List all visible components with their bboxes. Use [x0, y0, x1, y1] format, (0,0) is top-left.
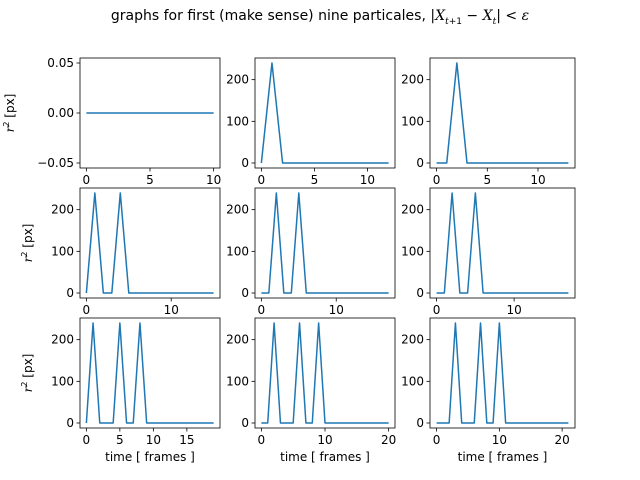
y-tick-label: −0.05: [37, 156, 74, 170]
x-tick-label: 0: [83, 173, 91, 187]
x-axis-label: time [ frames ]: [458, 450, 548, 464]
figure-title-text: graphs for first (make sense) nine parti…: [110, 8, 426, 24]
y-tick-label: 0.05: [47, 56, 74, 70]
y-tick-label: 0: [416, 156, 424, 170]
x-tick-label: 15: [179, 433, 194, 447]
y-tick-label: 200: [226, 73, 249, 87]
x-axis-label: time [ frames ]: [280, 450, 370, 464]
y-tick-label: 100: [401, 244, 424, 258]
y-tick-label: 100: [51, 374, 74, 388]
series-line: [261, 192, 389, 294]
y-tick-label: 0: [241, 286, 249, 300]
series-line: [260, 62, 389, 164]
y-tick-label: 200: [401, 73, 424, 87]
x-tick-label: 20: [554, 433, 569, 447]
y-tick-label: 100: [51, 244, 74, 258]
x-tick-label: 10: [530, 173, 545, 187]
x-tick-label: 0: [258, 303, 266, 317]
x-tick-label: 5: [146, 173, 154, 187]
y-tick-label: 100: [226, 374, 249, 388]
x-tick-label: 0: [83, 433, 91, 447]
x-tick-label: 10: [506, 303, 521, 317]
axes-frame: [429, 57, 576, 169]
series-line: [436, 192, 569, 294]
y-tick-label: 0: [416, 416, 424, 430]
y-tick-label: 100: [401, 374, 424, 388]
x-tick-label: 0: [83, 303, 91, 317]
y-tick-label: 0: [241, 416, 249, 430]
axes-frame: [254, 187, 396, 299]
x-tick-label: 0: [433, 173, 441, 187]
y-tick-label: 0: [66, 286, 74, 300]
axes-frame: [79, 187, 221, 299]
series-line: [436, 62, 569, 164]
y-tick-label: 200: [226, 333, 249, 347]
y-tick-label: 100: [226, 114, 249, 128]
subplot-1: 0 5 10 −0.05 0.00 0.05 r2 [px]: [2, 56, 221, 187]
series-line: [261, 322, 389, 424]
x-tick-label: 20: [381, 433, 396, 447]
x-tick-label: 5: [483, 173, 491, 187]
x-axis-label: time [ frames ]: [105, 450, 195, 464]
y-tick-label: 0: [416, 286, 424, 300]
x-tick-label: 10: [329, 303, 344, 317]
x-tick-label: 10: [360, 173, 375, 187]
series-line: [85, 322, 214, 424]
x-tick-label: 0: [258, 173, 266, 187]
figure-title-math: |Xt+1 − Xt| < ε: [430, 8, 530, 27]
y-axis-label: r2 [px]: [20, 354, 35, 393]
figure-title: graphs for first (make sense) nine parti…: [0, 8, 640, 27]
y-tick-label: 0.00: [47, 106, 74, 120]
y-tick-label: 200: [226, 203, 249, 217]
y-tick-label: 200: [401, 203, 424, 217]
x-tick-label: 10: [146, 433, 161, 447]
x-tick-label: 0: [258, 433, 266, 447]
subplot-7: 0 5 10 15 0 100 200 r2 [px] time [ frames ]: [20, 317, 221, 464]
x-tick-label: 10: [206, 173, 221, 187]
axes-frame: [254, 57, 396, 169]
y-tick-label: 100: [401, 114, 424, 128]
x-tick-label: 0: [433, 303, 441, 317]
x-tick-label: 5: [311, 173, 319, 187]
x-tick-label: 10: [492, 433, 507, 447]
y-tick-label: 0: [66, 416, 74, 430]
x-tick-label: 0: [433, 433, 441, 447]
y-axis-label: r2 [px]: [20, 224, 35, 263]
x-tick-label: 5: [116, 433, 124, 447]
axes-frame: [429, 187, 576, 299]
series-line: [85, 192, 214, 294]
series-line: [436, 322, 569, 424]
x-tick-label: 10: [317, 433, 332, 447]
y-tick-label: 100: [226, 244, 249, 258]
y-tick-label: 200: [401, 333, 424, 347]
axes-frame: [79, 317, 221, 429]
y-tick-label: 200: [51, 333, 74, 347]
y-tick-label: 0: [241, 156, 249, 170]
y-axis-label: r2 [px]: [2, 94, 17, 133]
x-tick-label: 10: [164, 303, 179, 317]
y-tick-label: 200: [51, 203, 74, 217]
axes-frame: [429, 317, 576, 429]
